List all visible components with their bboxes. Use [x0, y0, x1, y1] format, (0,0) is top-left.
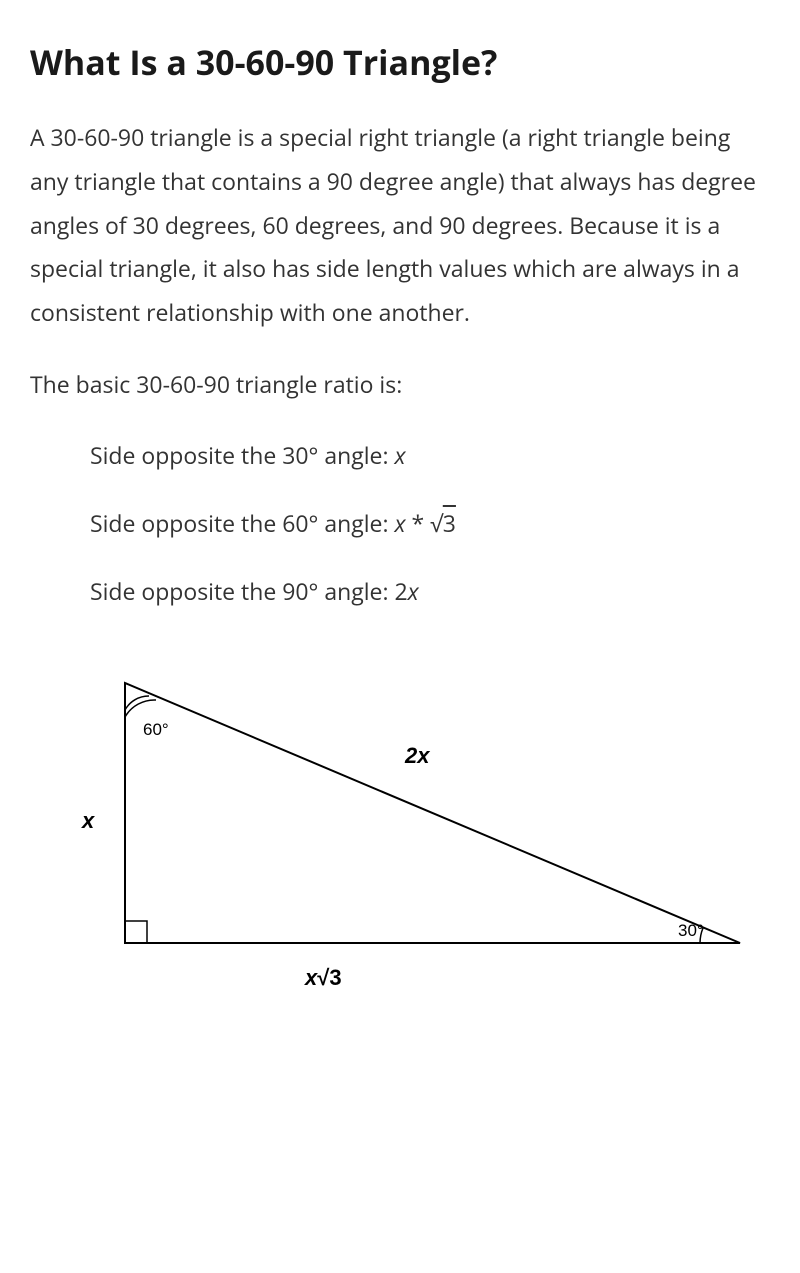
- ratio-30-text: Side opposite the 30° angle:: [90, 439, 394, 471]
- intro-paragraph: A 30-60-90 triangle is a special right t…: [30, 116, 770, 334]
- ratio-90-text: Side opposite the 90° angle: 2: [90, 575, 408, 607]
- page-heading: What Is a 30-60-90 Triangle?: [30, 40, 770, 84]
- triangle-diagram: 60° 30° x 2x x√3: [30, 643, 770, 1013]
- ratio-60-mult: * √: [406, 507, 443, 539]
- triangle-svg: 60° 30° x 2x x√3: [40, 663, 760, 1003]
- svg-text:60°: 60°: [143, 720, 169, 739]
- svg-text:x√3: x√3: [304, 965, 342, 990]
- ratio-side-90: Side opposite the 90° angle: 2x: [90, 570, 770, 614]
- svg-text:x: x: [81, 808, 95, 833]
- ratio-list: Side opposite the 30° angle: x Side oppo…: [30, 434, 770, 613]
- svg-text:2x: 2x: [404, 743, 430, 768]
- ratio-lead: The basic 30-60-90 triangle ratio is:: [30, 363, 770, 407]
- svg-text:30°: 30°: [678, 921, 704, 940]
- ratio-60-var: x: [394, 507, 405, 539]
- ratio-30-var: x: [394, 439, 405, 471]
- ratio-60-text: Side opposite the 60° angle:: [90, 507, 394, 539]
- ratio-side-30: Side opposite the 30° angle: x: [90, 434, 770, 478]
- ratio-side-60: Side opposite the 60° angle: x * √3: [90, 502, 770, 546]
- ratio-90-var: x: [408, 575, 419, 607]
- ratio-60-radicand: 3: [443, 507, 456, 539]
